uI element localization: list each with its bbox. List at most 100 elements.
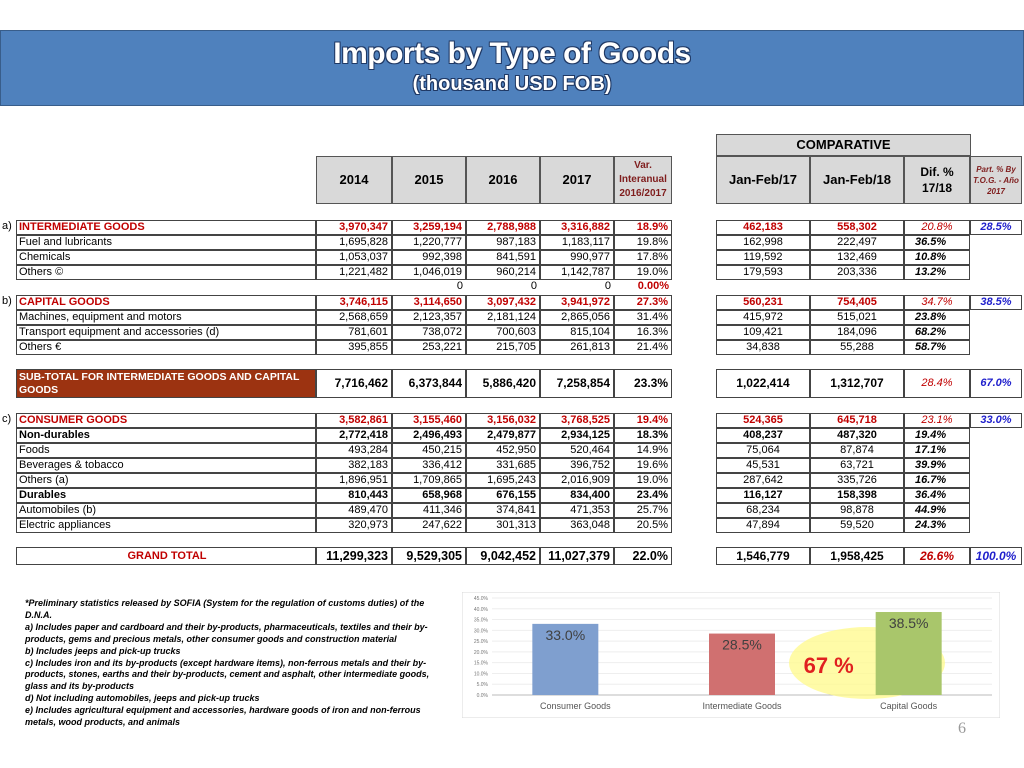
chart-y-tick-label: 15.0% [474,661,489,667]
row-value: 990,977 [540,250,614,265]
row-comparative-value: 287,642 [716,473,810,488]
row-value: 2,788,988 [466,220,540,235]
row-value: 21.4% [614,340,672,355]
row-dif: 68.2% [904,325,970,340]
row-value: 520,464 [540,443,614,458]
page-number: 6 [958,720,966,737]
row-value: 320,973 [316,518,392,533]
row-share: 33.0% [970,413,1022,428]
row-value: 960,214 [466,265,540,280]
row-comparative-value: 158,398 [810,488,904,503]
row-value: 23.3% [614,369,672,398]
chart-y-tick-label: 0.0% [477,693,489,699]
row-comparative-value: 116,127 [716,488,810,503]
row-value: 0.00% [637,280,669,292]
row-value: 18.3% [614,428,672,443]
row-value: 19.4% [614,413,672,428]
col-header-2016: 2016 [466,156,540,204]
row-value: 0 [456,280,463,292]
row-value: 3,114,650 [392,295,466,310]
row-comparative-value: 560,231 [716,295,810,310]
row-value: 261,813 [540,340,614,355]
footnote-b: b) Includes jeeps and pick-up trucks [25,645,181,656]
row-comparative-value: 109,421 [716,325,810,340]
row-value: 22.0% [614,547,672,565]
row-comparative-value: 184,096 [810,325,904,340]
row-value: 2,568,659 [316,310,392,325]
row-value: 0 [604,280,611,292]
row-value: 17.8% [614,250,672,265]
row-value: 450,215 [392,443,466,458]
row-share: 28.5% [970,220,1022,235]
row-dif: 20.8% [904,220,970,235]
row-value: 19.6% [614,458,672,473]
row-comparative-value: 408,237 [716,428,810,443]
row-value: 395,855 [316,340,392,355]
row-value: 2,181,124 [466,310,540,325]
row-value: 3,156,032 [466,413,540,428]
row-value: 1,046,019 [392,265,466,280]
row-dif: 19.4% [904,428,970,443]
row-dif: 28.4% [904,369,970,398]
page-subtitle: (thousand USD FOB) [412,73,612,95]
row-value: 1,183,117 [540,235,614,250]
comparative-header: COMPARATIVE [716,134,971,156]
row-dif: 36.4% [904,488,970,503]
chart-y-tick-label: 30.0% [474,628,489,634]
footnote-c: c) Includes iron and its by-products (ex… [25,657,430,692]
row-value: 9,042,452 [466,547,540,565]
row-value: 2,016,909 [540,473,614,488]
row-value: 1,896,951 [316,473,392,488]
row-label: CONSUMER GOODS [16,413,316,428]
row-value: 7,716,462 [316,369,392,398]
row-comparative-value: 55,288 [810,340,904,355]
row-label: Chemicals [16,250,316,265]
row-label: INTERMEDIATE GOODS [16,220,316,235]
chart-y-tick-label: 10.0% [474,671,489,677]
row-value: 676,155 [466,488,540,503]
row-value: 11,299,323 [316,547,392,565]
row-value: 3,970,347 [316,220,392,235]
row-value: 396,752 [540,458,614,473]
row-value: 3,316,882 [540,220,614,235]
row-value: 374,841 [466,503,540,518]
chart-y-tick-label: 20.0% [474,650,489,656]
row-value: 301,313 [466,518,540,533]
row-comparative-value: 132,469 [810,250,904,265]
row-comparative-value: 59,520 [810,518,904,533]
row-value: 31.4% [614,310,672,325]
row-label: Others © [16,265,316,280]
row-value: 253,221 [392,340,466,355]
chart-bar [875,612,942,695]
page-title: Imports by Type of Goods [333,37,691,70]
chart-category-label: Consumer Goods [540,701,611,711]
row-label: GRAND TOTAL [16,547,316,565]
row-comparative-value: 75,064 [716,443,810,458]
row-comparative-value: 119,592 [716,250,810,265]
row-value: 1,695,828 [316,235,392,250]
row-label: CAPITAL GOODS [16,295,316,310]
row-comparative-value: 415,972 [716,310,810,325]
row-dif: 34.7% [904,295,970,310]
row-comparative-value: 68,234 [716,503,810,518]
row-dif: 17.1% [904,443,970,458]
row-dif: 44.9% [904,503,970,518]
row-comparative-value: 515,021 [810,310,904,325]
row-comparative-value: 222,497 [810,235,904,250]
row-value [316,280,392,295]
row-comparative-value: 524,365 [716,413,810,428]
row-comparative-value: 487,320 [810,428,904,443]
row-value: 5,886,420 [466,369,540,398]
row-value: 25.7% [614,503,672,518]
row-value: 700,603 [466,325,540,340]
row-dif: 10.8% [904,250,970,265]
row-value: 2,123,357 [392,310,466,325]
row-value: 992,398 [392,250,466,265]
row-label: Machines, equipment and motors [16,310,316,325]
row-value: 23.4% [614,488,672,503]
col-header-jan18: Jan-Feb/18 [810,156,904,204]
row-dif: 23.1% [904,413,970,428]
row-comparative-value: 87,874 [810,443,904,458]
row-share: 38.5% [970,295,1022,310]
row-value: 3,097,432 [466,295,540,310]
